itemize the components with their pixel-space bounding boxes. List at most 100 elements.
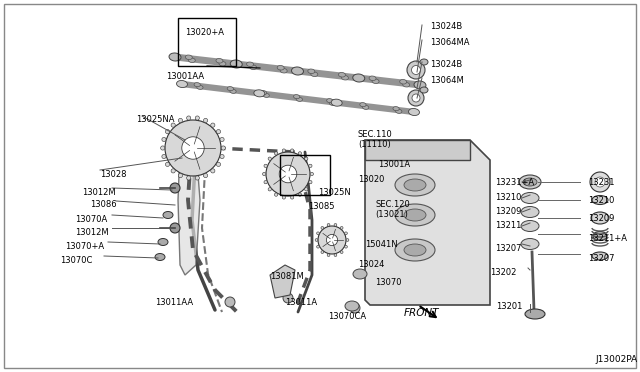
Circle shape bbox=[279, 165, 297, 183]
Text: 13070CA: 13070CA bbox=[328, 312, 366, 321]
Circle shape bbox=[305, 187, 308, 191]
Circle shape bbox=[282, 196, 285, 199]
Ellipse shape bbox=[219, 61, 226, 66]
Circle shape bbox=[590, 172, 610, 192]
Ellipse shape bbox=[194, 83, 200, 87]
Text: 13011AA: 13011AA bbox=[155, 298, 193, 307]
Circle shape bbox=[204, 173, 207, 178]
Circle shape bbox=[170, 183, 180, 193]
Ellipse shape bbox=[339, 73, 346, 77]
Ellipse shape bbox=[188, 58, 195, 62]
Circle shape bbox=[161, 146, 165, 150]
Ellipse shape bbox=[521, 238, 539, 250]
Text: 13086: 13086 bbox=[90, 200, 116, 209]
Text: 13012M: 13012M bbox=[82, 188, 116, 197]
Text: 13211+A: 13211+A bbox=[588, 234, 627, 243]
Ellipse shape bbox=[296, 97, 303, 102]
Circle shape bbox=[165, 120, 221, 176]
Circle shape bbox=[327, 254, 330, 256]
Circle shape bbox=[221, 146, 225, 150]
Circle shape bbox=[211, 169, 215, 173]
Ellipse shape bbox=[250, 65, 257, 70]
Text: 13024B: 13024B bbox=[430, 60, 462, 69]
Ellipse shape bbox=[345, 301, 359, 311]
Circle shape bbox=[298, 193, 301, 196]
Circle shape bbox=[220, 154, 224, 158]
Text: 13231+A: 13231+A bbox=[495, 178, 534, 187]
Ellipse shape bbox=[177, 80, 188, 87]
Ellipse shape bbox=[372, 79, 379, 83]
Text: 13081M: 13081M bbox=[270, 272, 304, 281]
Text: 15041N: 15041N bbox=[365, 240, 397, 249]
Text: (13021): (13021) bbox=[375, 210, 408, 219]
Text: 13210: 13210 bbox=[495, 193, 522, 202]
Ellipse shape bbox=[408, 109, 419, 116]
Ellipse shape bbox=[291, 67, 303, 75]
Ellipse shape bbox=[521, 192, 539, 203]
Text: 13025NA: 13025NA bbox=[136, 115, 175, 124]
Ellipse shape bbox=[360, 103, 366, 107]
Text: 13070A: 13070A bbox=[75, 215, 108, 224]
Circle shape bbox=[595, 177, 605, 187]
Circle shape bbox=[308, 164, 312, 167]
Circle shape bbox=[268, 187, 271, 191]
Bar bbox=[178, 18, 236, 66]
Circle shape bbox=[211, 123, 215, 127]
Ellipse shape bbox=[593, 231, 607, 241]
Text: FRONT: FRONT bbox=[404, 308, 440, 318]
Ellipse shape bbox=[396, 109, 402, 113]
Ellipse shape bbox=[404, 244, 426, 256]
Text: 13020+A: 13020+A bbox=[186, 28, 225, 37]
Circle shape bbox=[165, 129, 170, 134]
Text: 13209: 13209 bbox=[495, 207, 522, 216]
Circle shape bbox=[266, 152, 310, 196]
Text: 13210: 13210 bbox=[588, 196, 614, 205]
Circle shape bbox=[282, 149, 285, 152]
Text: 13001A: 13001A bbox=[378, 160, 410, 169]
Ellipse shape bbox=[369, 76, 376, 80]
Ellipse shape bbox=[420, 87, 428, 93]
Ellipse shape bbox=[308, 69, 315, 74]
Ellipse shape bbox=[158, 238, 168, 246]
Ellipse shape bbox=[227, 87, 234, 91]
Text: 13070C: 13070C bbox=[60, 256, 92, 265]
Ellipse shape bbox=[230, 89, 236, 93]
Ellipse shape bbox=[277, 65, 284, 70]
Circle shape bbox=[298, 152, 301, 155]
Text: 13207: 13207 bbox=[588, 254, 614, 263]
Polygon shape bbox=[178, 140, 200, 275]
Ellipse shape bbox=[196, 85, 203, 89]
Circle shape bbox=[344, 232, 348, 235]
Ellipse shape bbox=[592, 252, 608, 260]
Ellipse shape bbox=[169, 53, 181, 61]
Circle shape bbox=[165, 162, 170, 166]
Circle shape bbox=[162, 137, 166, 142]
Circle shape bbox=[264, 180, 268, 184]
Ellipse shape bbox=[403, 83, 410, 87]
Circle shape bbox=[317, 246, 319, 248]
Ellipse shape bbox=[400, 80, 406, 84]
Text: 13012M: 13012M bbox=[75, 228, 109, 237]
Ellipse shape bbox=[521, 206, 539, 218]
Circle shape bbox=[305, 157, 308, 160]
Text: 13020: 13020 bbox=[358, 175, 385, 184]
Text: SEC.120: SEC.120 bbox=[375, 200, 410, 209]
Text: 13025N: 13025N bbox=[318, 188, 351, 197]
Text: 13085: 13085 bbox=[308, 202, 335, 211]
Ellipse shape bbox=[592, 196, 608, 205]
Text: 13070+A: 13070+A bbox=[65, 242, 104, 251]
Ellipse shape bbox=[216, 58, 223, 63]
Circle shape bbox=[275, 193, 278, 196]
Ellipse shape bbox=[395, 204, 435, 226]
Text: 13211: 13211 bbox=[495, 221, 522, 230]
Circle shape bbox=[195, 176, 200, 180]
Ellipse shape bbox=[331, 99, 342, 106]
Circle shape bbox=[340, 227, 343, 229]
Circle shape bbox=[225, 297, 235, 307]
Ellipse shape bbox=[246, 62, 253, 67]
Text: 13011A: 13011A bbox=[285, 298, 317, 307]
Circle shape bbox=[283, 293, 293, 303]
Circle shape bbox=[171, 123, 175, 127]
Polygon shape bbox=[270, 265, 295, 298]
Ellipse shape bbox=[155, 253, 165, 260]
